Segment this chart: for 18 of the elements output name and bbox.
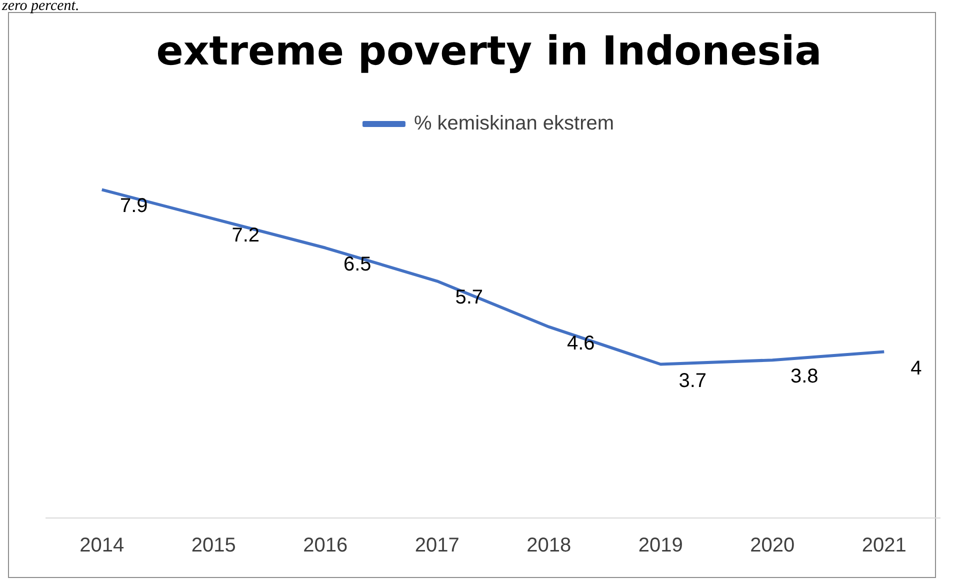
data-label: 3.8 [790, 366, 818, 388]
text: zero percent. [2, 0, 80, 15]
legend-label: % kemiskinan ekstrem [414, 112, 614, 135]
x-tick-label: 2021 [862, 534, 906, 557]
x-tick-label: 2018 [526, 534, 572, 557]
data-label: 7.9 [120, 195, 148, 218]
x-tick-label: 2019 [638, 534, 683, 557]
x-tick-label: 2017 [414, 534, 460, 557]
data-label: 7.2 [232, 224, 260, 246]
data-label: 6.5 [343, 253, 372, 276]
x-tick-label: 2020 [750, 534, 795, 557]
chart-title: extreme poverty in Indonesia [156, 28, 822, 74]
x-tick-label: 2016 [303, 534, 348, 557]
data-label: 4.6 [566, 332, 595, 354]
x-tick-label: 2015 [191, 534, 236, 557]
x-tick-label: 2014 [80, 534, 124, 557]
data-label: 4 [910, 357, 922, 380]
data-label: 3.7 [678, 370, 707, 392]
